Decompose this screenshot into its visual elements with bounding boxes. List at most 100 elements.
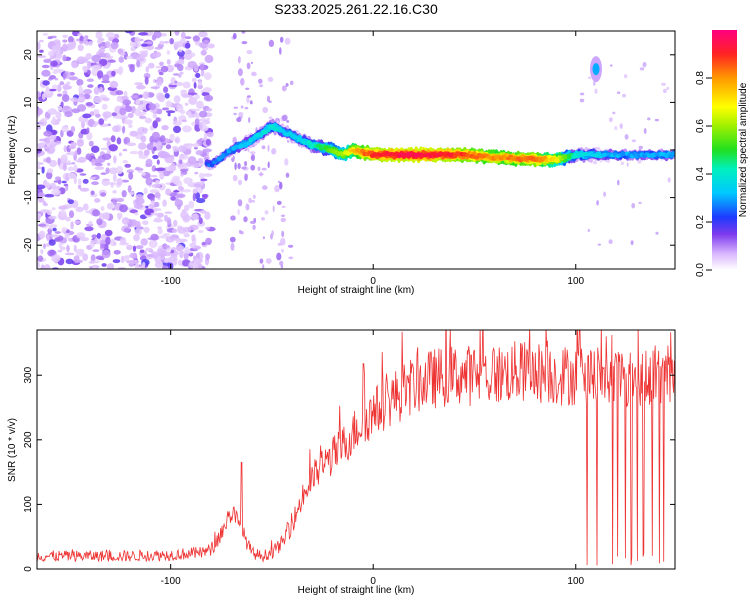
colorbar-tick-label: 0.6 <box>695 119 706 133</box>
noise-speck <box>246 50 253 55</box>
noise-speck <box>48 215 57 220</box>
noise-speck <box>42 80 50 86</box>
noise-speck <box>85 102 94 107</box>
noise-speck <box>145 158 153 167</box>
noise-speck <box>100 192 107 197</box>
noise-speck <box>154 217 162 222</box>
noise-speck <box>199 110 208 118</box>
noise-speck <box>183 252 189 260</box>
noise-speck <box>88 140 94 147</box>
noise-speck <box>102 212 109 220</box>
noise-speck <box>184 42 191 49</box>
noise-speck <box>77 56 86 64</box>
noise-speck <box>207 43 215 49</box>
noise-speck <box>190 108 200 112</box>
noise-speck <box>172 228 178 233</box>
noise-speck <box>174 80 178 84</box>
noise-speck <box>116 178 123 186</box>
noise-speck <box>77 156 87 163</box>
noise-speck <box>61 180 67 184</box>
noise-speck <box>125 31 133 34</box>
colorbar-ticks: 0.0 0.2 0.4 0.6 0.8 <box>695 71 712 277</box>
noise-speck <box>173 125 181 134</box>
noise-speck <box>152 113 158 119</box>
noise-speck <box>261 167 267 171</box>
noise-speck <box>152 154 159 160</box>
noise-speck <box>63 145 68 153</box>
noise-speck <box>284 158 289 166</box>
noise-speck <box>174 136 181 144</box>
noise-speck <box>109 80 119 89</box>
noise-speck <box>70 221 74 230</box>
noise-speck <box>108 144 118 152</box>
noise-speck <box>167 112 171 117</box>
noise-speck <box>204 211 211 220</box>
noise-speck <box>166 50 171 55</box>
noise-speck <box>626 162 629 167</box>
noise-speck <box>77 184 82 190</box>
noise-speck <box>59 210 67 217</box>
noise-speck <box>276 200 282 205</box>
noise-speck <box>619 123 623 129</box>
noise-speck <box>191 213 199 221</box>
noise-speck <box>160 33 167 37</box>
noise-speck <box>129 252 138 259</box>
noise-speck <box>100 172 107 175</box>
noise-speck <box>165 138 170 143</box>
noise-speck <box>588 76 592 79</box>
noise-speck <box>71 162 76 165</box>
noise-speck <box>268 39 275 48</box>
noise-speck <box>188 200 195 209</box>
noise-speck <box>178 238 188 243</box>
noise-speck <box>170 196 176 201</box>
noise-speck <box>122 125 126 134</box>
noise-speck <box>134 197 145 205</box>
noise-speck <box>112 190 117 194</box>
noise-speck <box>52 227 57 232</box>
noise-speck <box>45 182 51 189</box>
noise-speck <box>42 33 49 36</box>
noise-speck <box>43 130 53 137</box>
noise-speck <box>94 237 102 245</box>
noise-speck <box>165 144 172 150</box>
noise-speck <box>233 112 237 116</box>
noise-speck <box>104 229 113 237</box>
noise-speck <box>647 117 651 121</box>
noise-speck <box>87 69 91 75</box>
noise-speck <box>164 244 170 249</box>
noise-speck <box>107 123 112 127</box>
noise-speck <box>206 131 213 137</box>
x-tick-label: 0 <box>370 576 376 587</box>
noise-speck <box>100 243 105 249</box>
noise-speck <box>174 199 183 208</box>
noise-speck <box>82 113 92 119</box>
noise-speck <box>157 228 163 235</box>
noise-speck <box>96 39 103 44</box>
noise-speck <box>140 135 147 143</box>
ridge-cell <box>671 151 675 156</box>
noise-speck <box>162 199 168 207</box>
noise-speck <box>288 256 294 260</box>
noise-speck <box>203 94 214 102</box>
noise-speck <box>150 212 157 216</box>
noise-speck <box>193 183 202 188</box>
noise-speck <box>178 74 182 78</box>
ridge-cell <box>245 141 252 146</box>
noise-speck <box>96 70 104 79</box>
noise-speck <box>163 257 170 264</box>
noise-speck <box>69 97 78 102</box>
noise-speck <box>62 72 67 80</box>
noise-speck <box>47 50 55 57</box>
noise-speck <box>50 182 56 188</box>
noise-speck <box>188 143 193 150</box>
noise-speck <box>39 39 44 43</box>
noise-speck <box>616 91 621 94</box>
noise-speck <box>121 217 130 225</box>
colorbar-tick-label: 0.8 <box>695 71 706 85</box>
noise-speck <box>54 176 62 181</box>
noise-speck <box>94 198 101 203</box>
noise-speck <box>50 60 58 67</box>
noise-speck <box>89 239 96 248</box>
noise-speck <box>200 90 205 93</box>
noise-speck <box>40 249 44 255</box>
